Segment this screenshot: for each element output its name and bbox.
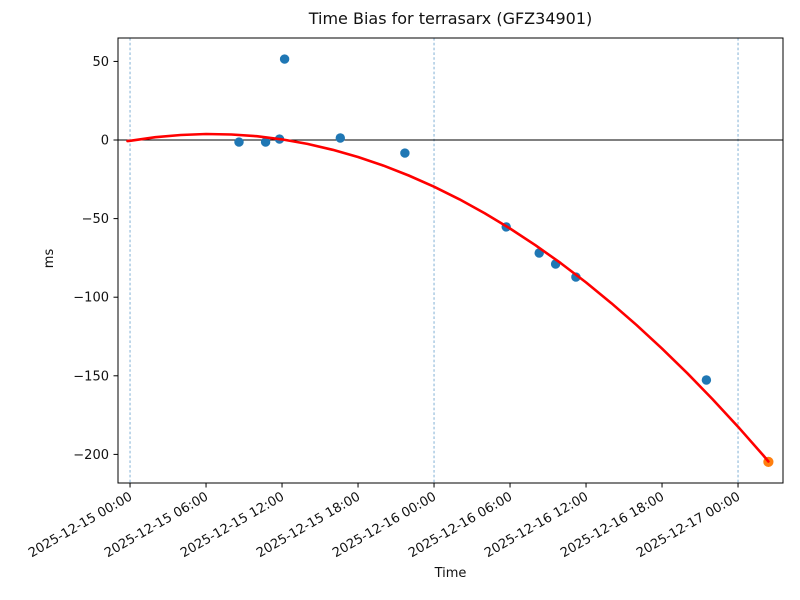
chart-title: Time Bias for terrasarx (GFZ34901): [308, 9, 593, 28]
polynomial-fit-curve: [126, 132, 770, 463]
bias-measurements-point: [571, 272, 581, 282]
y-tick-label: −150: [73, 369, 109, 384]
y-tick-label: −50: [82, 212, 109, 227]
y-axis-label: ms: [42, 248, 58, 269]
plot-border: [117, 37, 784, 484]
y-tick-label: −100: [73, 291, 109, 306]
bias-measurements-point: [279, 54, 290, 64]
bias-measurements-point: [234, 137, 244, 147]
y-tick-label: 0: [101, 134, 109, 149]
y-tick-label: −200: [73, 448, 109, 463]
y-tick-label: 50: [92, 55, 109, 70]
bias-measurements-point: [400, 148, 410, 158]
bias-measurements-point: [335, 133, 345, 143]
x-axis-label: Time: [434, 566, 467, 581]
bias-measurements-point: [701, 375, 712, 385]
bias-measurements-point: [260, 137, 271, 147]
